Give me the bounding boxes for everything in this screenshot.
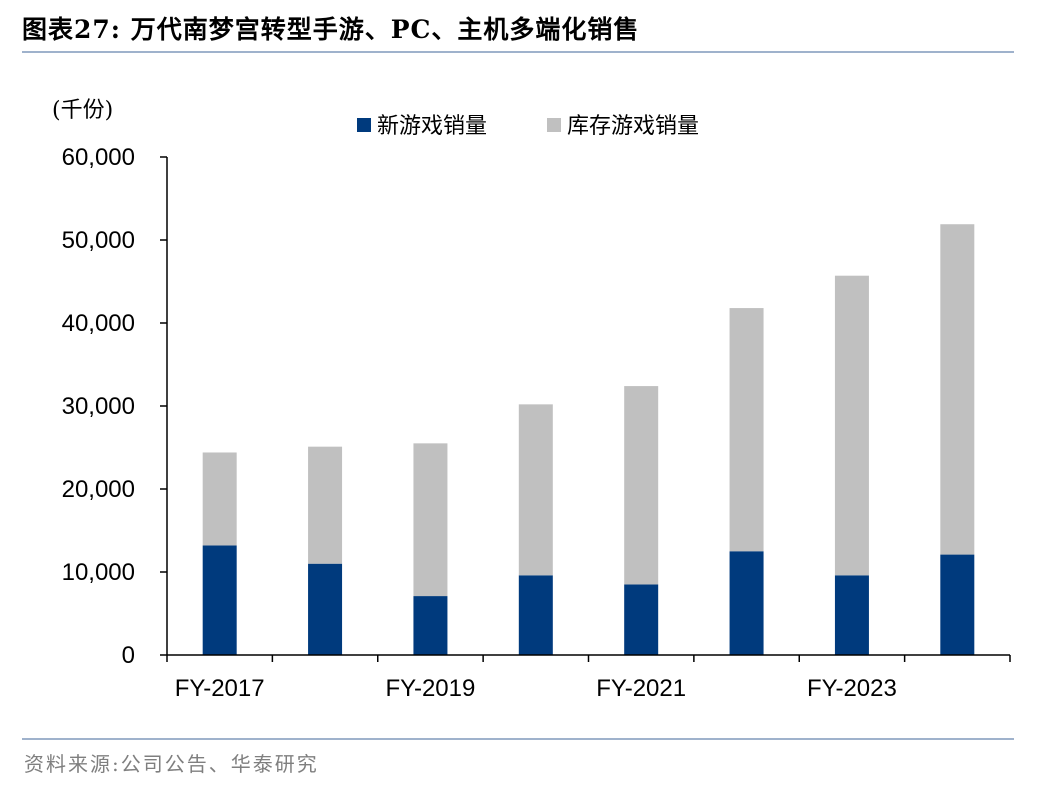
bar-segment	[202, 452, 237, 546]
y-tick-label: 30,000	[62, 393, 135, 420]
legend-label: 新游戏销量	[377, 114, 487, 139]
y-tick-label: 60,000	[62, 144, 135, 171]
y-tick-label: 0	[122, 642, 135, 669]
title-divider	[22, 51, 1014, 53]
source-divider	[22, 738, 1014, 740]
legend-label: 库存游戏销量	[567, 114, 699, 139]
source-note: 资料来源:公司公告、华泰研究	[24, 752, 319, 776]
bar-segment	[202, 545, 237, 655]
bar-segment	[834, 275, 869, 576]
y-unit-text: (千份)	[52, 98, 113, 123]
x-tick-label: FY-2023	[807, 675, 897, 702]
bar-segment	[308, 563, 343, 655]
legend-swatch	[357, 118, 371, 132]
bar-segment	[729, 551, 764, 655]
legend-item: 新游戏销量	[357, 114, 487, 139]
y-axis: 0 10,000 20,000 30,000 40,000 50,000 60,000	[62, 144, 168, 669]
bar-segment	[518, 404, 553, 576]
bars-layer	[202, 224, 975, 655]
legend-item: 库存游戏销量	[547, 114, 699, 139]
bar-segment	[940, 224, 975, 555]
x-tick-label: FY-2021	[596, 675, 686, 702]
bar-segment	[413, 596, 448, 655]
y-tick-label: 10,000	[62, 559, 135, 586]
legend-swatch	[547, 118, 561, 132]
y-tick-label: 40,000	[62, 310, 135, 337]
y-tick-label: 20,000	[62, 476, 135, 503]
bar-segment	[834, 575, 869, 655]
bar-segment	[413, 443, 448, 597]
bar-segment	[729, 308, 764, 552]
x-axis: FY-2017 FY-2019 FY-2021 FY-2023	[166, 654, 1011, 702]
bar-segment	[624, 584, 659, 655]
x-tick-label: FY-2019	[386, 675, 476, 702]
bar-segment	[308, 446, 343, 564]
legend: 新游戏销量 库存游戏销量	[357, 114, 699, 139]
figure-title: 图表27: 万代南梦宫转型手游、PC、主机多端化销售	[22, 15, 640, 44]
bar-segment	[624, 386, 659, 585]
stacked-bar-chart: (千份) 新游戏销量 库存游戏销量 0 10,000 20,000 30,000 40,0…	[52, 98, 1011, 702]
bar-segment	[940, 554, 975, 655]
x-tick-label: FY-2017	[175, 675, 265, 702]
y-tick-label: 50,000	[62, 227, 135, 254]
bar-segment	[518, 575, 553, 655]
y-unit-label: (千份)	[52, 98, 113, 123]
